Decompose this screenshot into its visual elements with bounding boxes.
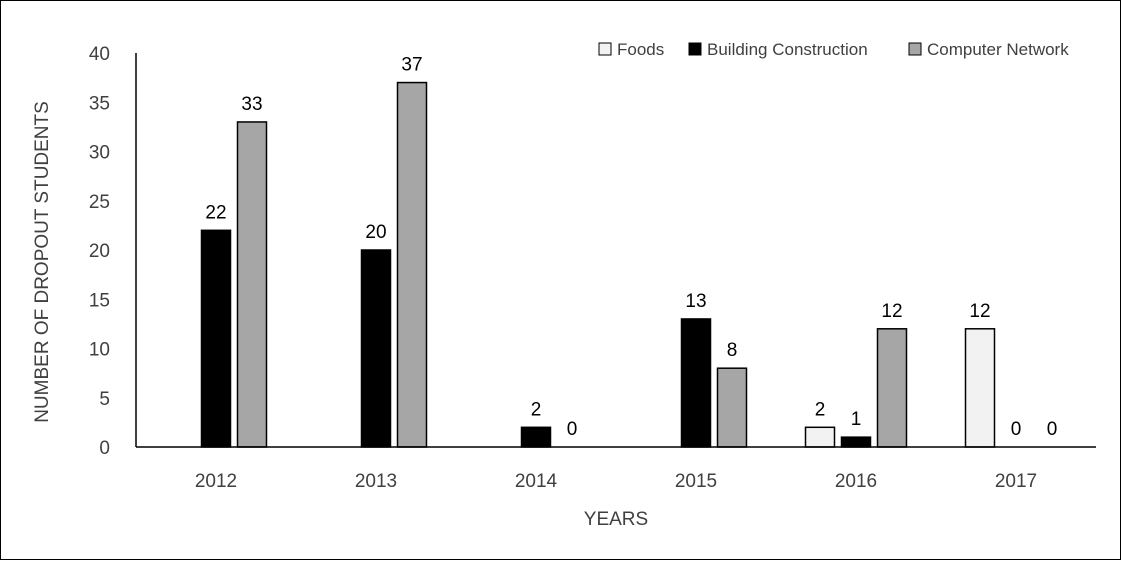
y-axis-title: NUMBER OF DROPOUT STUDENTS [32,101,53,423]
x-tick-label: 2016 [835,471,877,492]
x-axis-ticks: 2012 2013 2014 2015 2016 2017 [195,471,1037,492]
bar-computer-network-2013 [396,81,428,448]
legend-item: Foods [598,40,664,59]
legend-label: Building Construction [707,40,868,59]
data-label: 33 [241,94,262,115]
bar-building-construction-2012 [200,229,232,448]
data-label: 1 [851,409,862,430]
y-tick-label: 35 [89,93,110,114]
y-tick-label: 5 [99,389,110,410]
legend-item: Computer Network [908,40,1069,59]
x-tick-label: 2017 [995,471,1037,492]
data-label: 12 [881,301,902,322]
data-label: 0 [1047,419,1058,440]
legend-label: Computer Network [927,40,1069,59]
data-label: 2 [815,399,826,420]
legend-swatch [688,42,702,56]
bar-foods-2017 [964,328,996,448]
x-tick-label: 2014 [515,471,558,492]
data-label: 12 [969,301,990,322]
data-label: 37 [401,55,422,76]
bar-computer-network-2012 [236,121,268,448]
y-tick-label: 30 [89,143,110,164]
y-tick-label: 25 [89,192,110,213]
y-tick-label: 40 [89,44,110,65]
bar-foods-2016 [804,426,836,448]
data-label: 8 [727,340,738,361]
y-axis-ticks: 0 5 10 15 20 25 30 35 40 [89,44,110,459]
bar-building-construction-2015 [680,318,712,448]
data-label: 13 [685,291,706,312]
legend: Foods Building Construction Computer Netwo… [598,40,1069,59]
x-axis-title: YEARS [584,509,648,530]
legend-label: Foods [617,40,664,59]
bar-building-construction-2014 [520,426,552,448]
legend-swatch [908,42,922,56]
legend-swatch [598,42,612,56]
x-tick-label: 2013 [355,471,397,492]
y-tick-label: 15 [89,290,110,311]
data-label: 0 [1011,419,1022,440]
legend-item: Building Construction [688,40,868,59]
bar-building-construction-2016 [840,436,872,448]
bar-computer-network-2016 [876,328,908,448]
bars [200,81,996,448]
bar-building-construction-2013 [360,249,392,448]
y-tick-label: 20 [89,241,110,262]
bar-computer-network-2015 [716,367,748,448]
data-label: 20 [365,222,386,243]
y-tick-label: 10 [89,340,110,361]
x-tick-label: 2012 [195,471,237,492]
data-label: 2 [531,399,542,420]
data-label: 0 [567,419,578,440]
x-tick-label: 2015 [675,471,717,492]
data-label: 22 [205,202,226,223]
y-tick-label: 0 [99,438,110,459]
